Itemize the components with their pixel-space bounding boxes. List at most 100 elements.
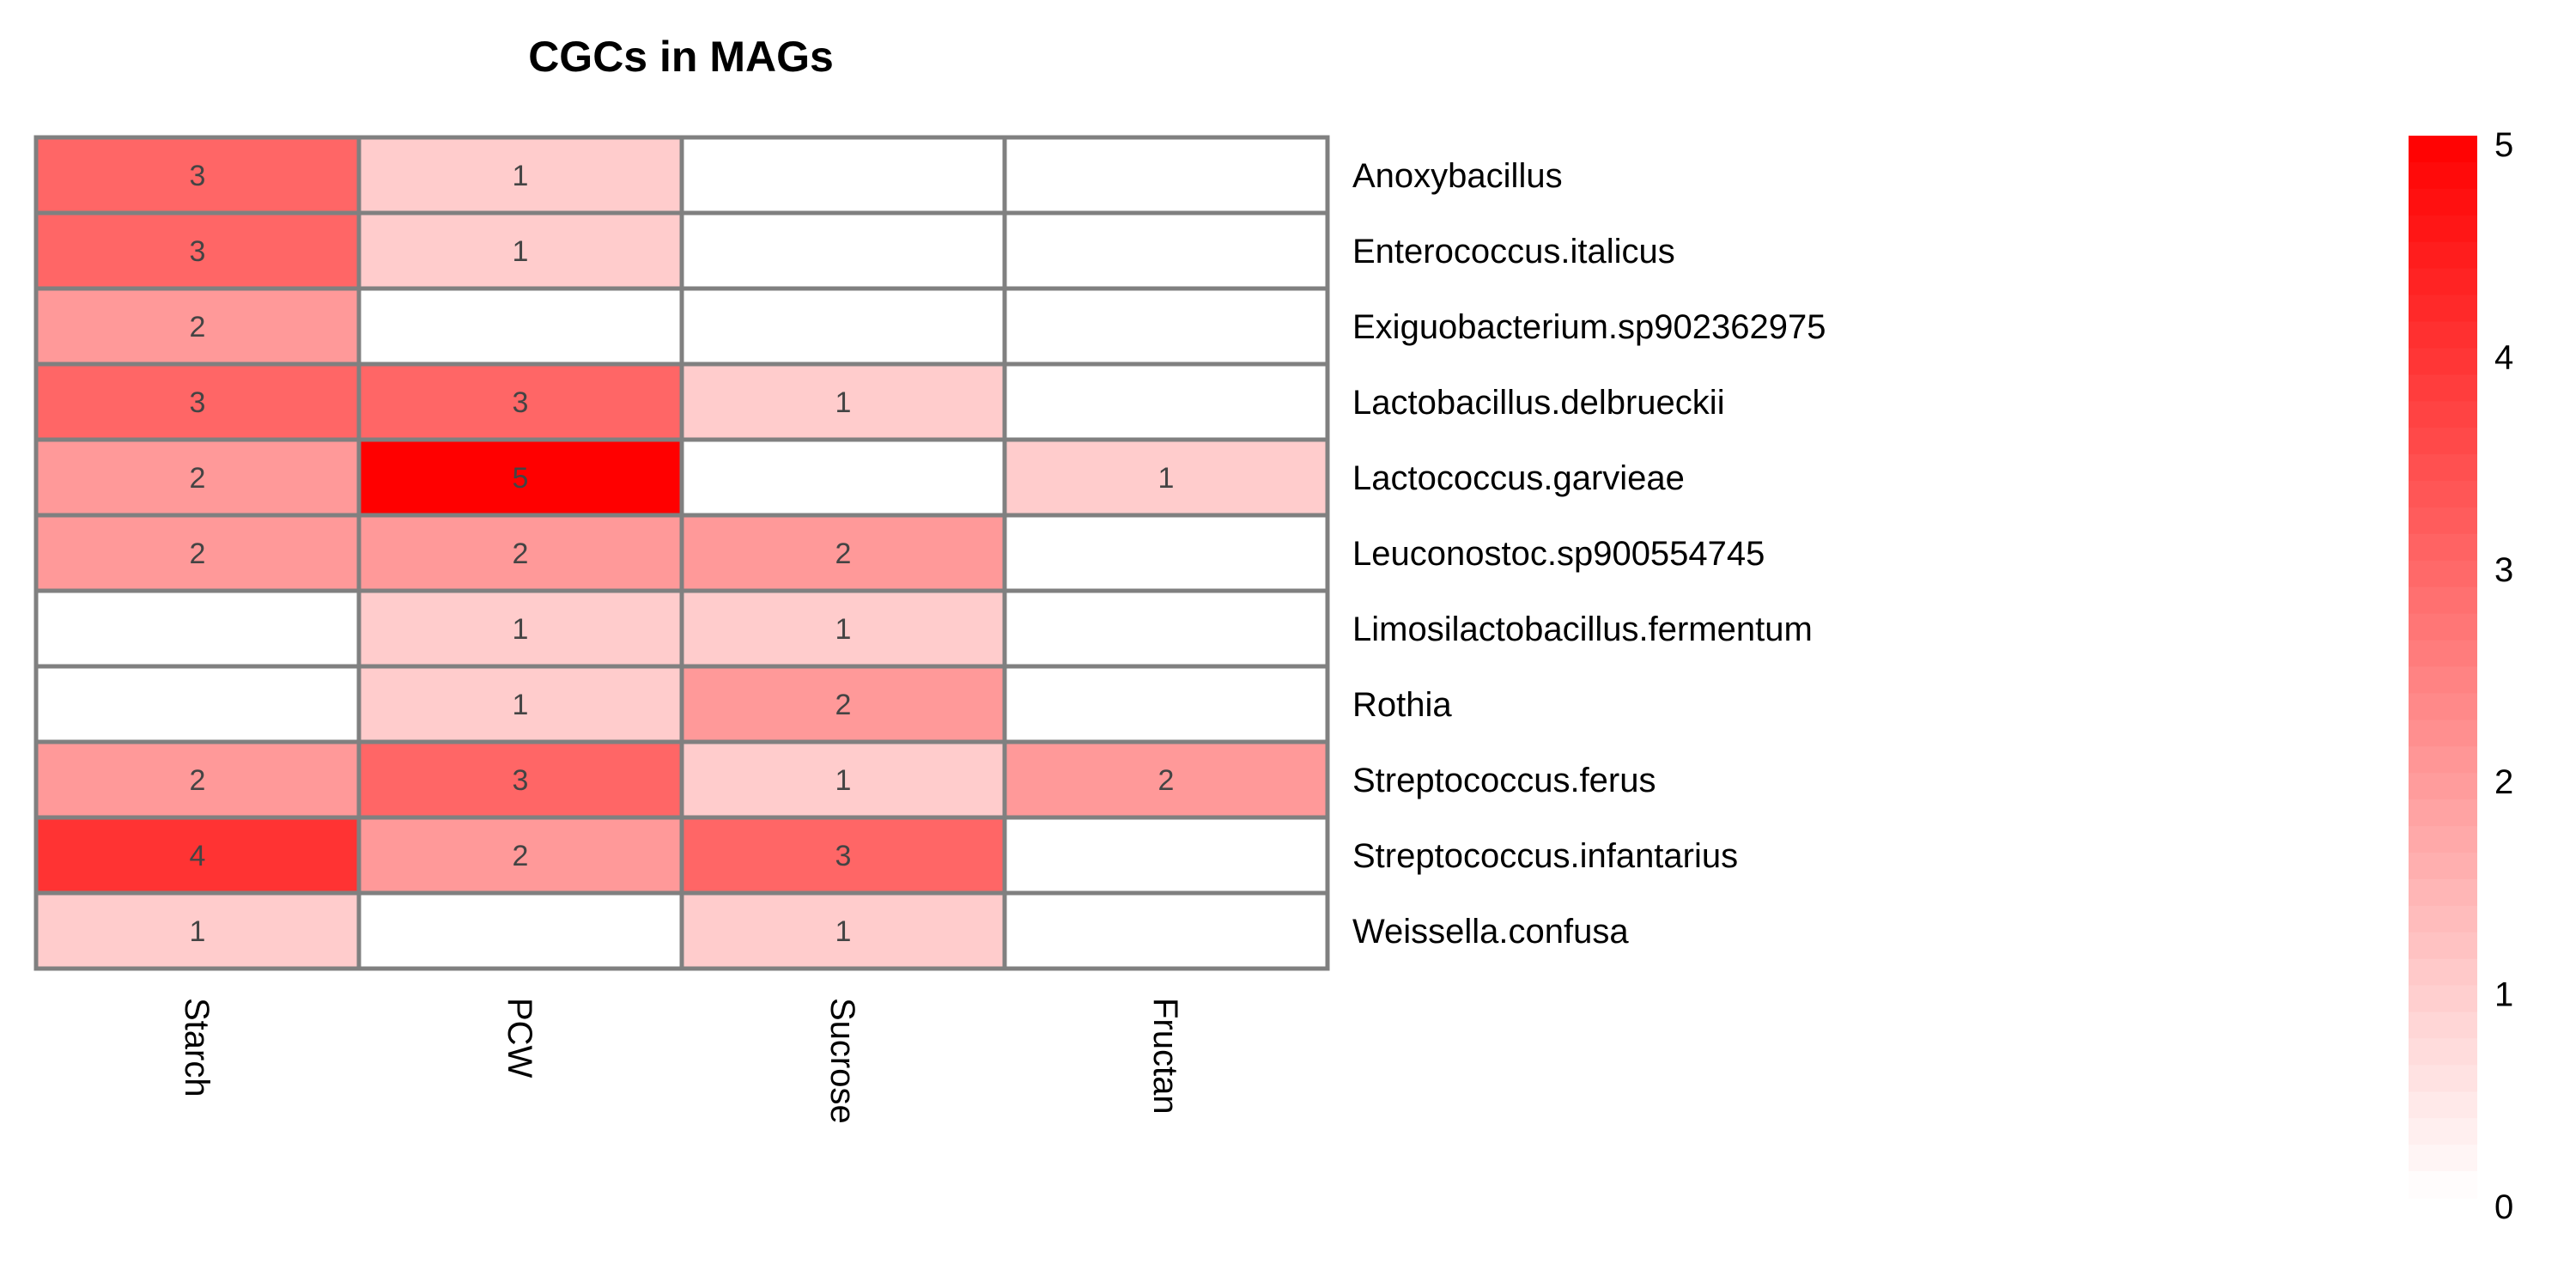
legend-color-step <box>2409 454 2477 482</box>
cell-value-label: 1 <box>835 386 852 419</box>
legend-color-step <box>2409 1065 2477 1093</box>
legend-color-step <box>2409 693 2477 721</box>
heatmap-cell <box>1002 135 1330 216</box>
legend-color-step <box>2409 852 2477 880</box>
cell-value-label: 4 <box>190 840 206 872</box>
heatmap-cell <box>33 135 361 216</box>
heatmap-cell <box>1002 286 1330 367</box>
heatmap-cell <box>1002 664 1330 744</box>
legend-color-step <box>2409 878 2477 907</box>
legend-color-step <box>2409 666 2477 695</box>
legend-color-step <box>2409 1171 2477 1199</box>
legend-color-step <box>2409 1145 2477 1172</box>
cell-value-label: 2 <box>835 689 852 721</box>
cell-value-label: 1 <box>190 915 206 948</box>
legend-color-step <box>2409 720 2477 748</box>
legend-color-step <box>2409 1012 2477 1040</box>
row-label: Lactococcus.garvieae <box>1352 459 1685 497</box>
legend-color-step <box>2409 560 2477 588</box>
heatmap-cell <box>33 815 361 896</box>
heatmap-cell <box>1002 890 1330 971</box>
heatmap-cell <box>679 210 1007 291</box>
heatmap-cell <box>679 135 1007 216</box>
cell-value-label: 2 <box>513 840 529 872</box>
legend-color-step <box>2409 1118 2477 1145</box>
column-labels: Starch PCW Sucrose Fructan <box>178 998 1184 1124</box>
heatmap-cell <box>356 739 684 820</box>
legend-color-step <box>2409 507 2477 535</box>
heatmap-cell <box>1002 437 1330 518</box>
heatmap-cell <box>33 513 361 593</box>
cell-value-label: 1 <box>513 689 529 721</box>
legend-color-step <box>2409 268 2477 296</box>
row-label: Limosilactobacillus.fermentum <box>1352 611 1813 648</box>
cell-value-label: 2 <box>1158 764 1175 797</box>
legend-color-step <box>2409 295 2477 323</box>
legend-color-step <box>2409 932 2477 960</box>
color-legend: 0 1 2 3 4 5 <box>2409 126 2513 1226</box>
legend-color-step <box>2409 985 2477 1013</box>
heatmap-cell <box>356 664 684 744</box>
heatmap-cell <box>679 361 1007 442</box>
cell-value-label: 1 <box>513 160 529 192</box>
legend-color-step <box>2409 746 2477 774</box>
heatmap-cell <box>33 588 361 669</box>
heatmap-cell <box>1002 210 1330 291</box>
heatmap-cell <box>679 513 1007 593</box>
legend-color-step <box>2409 241 2477 270</box>
row-label: Anoxybacillus <box>1352 157 1563 195</box>
legend-color-step <box>2409 826 2477 854</box>
legend-tick-label: 0 <box>2494 1188 2513 1226</box>
cell-value-label: 2 <box>190 764 206 797</box>
legend-color-step <box>2409 613 2477 641</box>
row-label: Streptococcus.ferus <box>1352 762 1656 799</box>
row-labels: Anoxybacillus Enterococcus.italicus Exiguo… <box>1352 157 1826 951</box>
legend-color-step <box>2409 586 2477 615</box>
cell-value-label: 3 <box>190 386 206 419</box>
cell-value-label: 1 <box>1158 462 1175 495</box>
cell-value-label: 1 <box>835 613 852 646</box>
cell-value-label: 5 <box>513 462 529 495</box>
legend-tick-label: 5 <box>2494 126 2513 164</box>
column-label: Sucrose <box>823 998 861 1124</box>
heatmap-cell <box>356 890 684 971</box>
legend-color-step <box>2409 374 2477 403</box>
heatmap-cell <box>33 361 361 442</box>
heatmap-cells: 3 1 3 1 2 3 3 1 2 5 1 2 2 2 1 1 1 2 2 3 1 2 4 2 3 1 1 <box>33 135 1330 971</box>
cell-value-label: 1 <box>513 613 529 646</box>
legend-color-step <box>2409 161 2477 190</box>
legend-color-step <box>2409 640 2477 668</box>
legend-color-step <box>2409 799 2477 827</box>
column-label: Fructan <box>1146 998 1184 1115</box>
row-label: Streptococcus.infantarius <box>1352 837 1738 875</box>
legend-color-step <box>2409 481 2477 508</box>
heatmap-cell <box>1002 361 1330 442</box>
row-label: Exiguobacterium.sp902362975 <box>1352 308 1826 346</box>
cell-value-label: 1 <box>835 764 852 797</box>
cell-value-label: 3 <box>513 386 529 419</box>
heatmap-cell <box>33 664 361 744</box>
cell-value-label: 1 <box>835 915 852 948</box>
column-label: Starch <box>178 998 216 1097</box>
legend-tick-label: 1 <box>2494 976 2513 1014</box>
heatmap-cell <box>356 437 684 518</box>
cell-value-label: 3 <box>190 235 206 268</box>
heatmap-cell <box>1002 588 1330 669</box>
legend-color-step <box>2409 1038 2477 1066</box>
column-label: PCW <box>501 998 538 1078</box>
heatmap-cell <box>1002 815 1330 896</box>
row-label: Leuconostoc.sp900554745 <box>1352 535 1765 573</box>
legend-color-step <box>2409 321 2477 349</box>
legend-color-step <box>2409 773 2477 800</box>
cell-value-label: 3 <box>513 764 529 797</box>
heatmap-cell <box>679 588 1007 669</box>
heatmap-cell <box>33 739 361 820</box>
heatmap-cell <box>679 286 1007 367</box>
legend-color-step <box>2409 905 2477 933</box>
heatmap-cell <box>356 286 684 367</box>
legend-color-step <box>2409 215 2477 243</box>
cell-value-label: 2 <box>513 538 529 570</box>
row-label: Rothia <box>1352 686 1452 724</box>
legend-color-step <box>2409 188 2477 216</box>
